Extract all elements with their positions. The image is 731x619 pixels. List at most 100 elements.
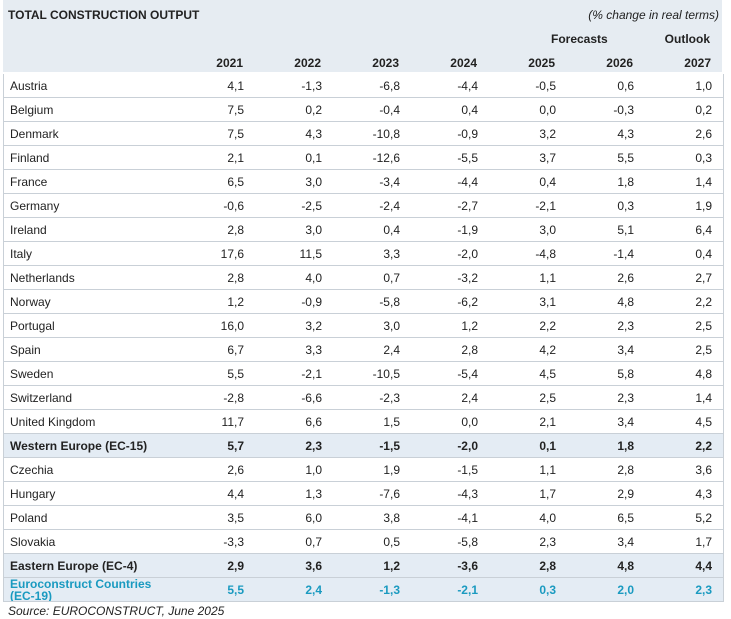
cell: -4,4 xyxy=(457,78,478,93)
outlook-label: Outlook xyxy=(664,32,710,46)
cell: 0,7 xyxy=(383,270,400,285)
table-row: Portugal 16,0 3,2 3,0 1,2 2,2 2,3 2,5 xyxy=(4,314,723,338)
cell: -10,8 xyxy=(372,126,400,141)
cell: -1,4 xyxy=(613,246,634,261)
cell: 4,0 xyxy=(539,510,556,525)
cell: -6,6 xyxy=(301,390,322,405)
table-row: Slovakia -3,3 0,7 0,5 -5,8 2,3 3,4 1,7 xyxy=(4,530,723,554)
cell: 2,9 xyxy=(227,558,244,573)
cell: 3,6 xyxy=(695,462,712,477)
cell: -0,9 xyxy=(457,126,478,141)
cell: 2,5 xyxy=(695,318,712,333)
table-row: Denmark 7,5 4,3 -10,8 -0,9 3,2 4,3 2,6 xyxy=(4,122,723,146)
cell: -4,8 xyxy=(535,246,556,261)
row-label: Western Europe (EC-15) xyxy=(10,438,148,453)
cell: 4,8 xyxy=(617,558,634,573)
row-label: Sweden xyxy=(10,366,54,381)
cell: 2,3 xyxy=(695,582,712,597)
row-label: France xyxy=(10,174,48,189)
cell: 0,3 xyxy=(617,198,634,213)
column-header: 2025 xyxy=(528,56,555,70)
cell: 0,0 xyxy=(461,414,478,429)
cell: 3,2 xyxy=(305,318,322,333)
row-label: Portugal xyxy=(10,318,55,333)
table-row: United Kingdom 11,7 6,6 1,5 0,0 2,1 3,4 4,5 xyxy=(4,410,723,434)
table-row: Ireland 2,8 3,0 0,4 -1,9 3,0 5,1 6,4 xyxy=(4,218,723,242)
source: Source: EUROCONSTRUCT, June 2025 xyxy=(8,604,225,618)
cell: 2,2 xyxy=(539,318,556,333)
row-label: Netherlands xyxy=(10,270,75,285)
cell: -4,4 xyxy=(457,174,478,189)
cell: 3,0 xyxy=(383,318,400,333)
cell: 1,9 xyxy=(695,198,712,213)
column-header: 2021 xyxy=(216,56,243,70)
cell: 1,0 xyxy=(695,78,712,93)
cell: -12,6 xyxy=(372,150,400,165)
cell: -2,8 xyxy=(223,390,244,405)
cell: 4,3 xyxy=(695,486,712,501)
table-row: Netherlands 2,8 4,0 0,7 -3,2 1,1 2,6 2,7 xyxy=(4,266,723,290)
cell: 2,0 xyxy=(617,582,634,597)
cell: 6,0 xyxy=(305,510,322,525)
table-row: Germany -0,6 -2,5 -2,4 -2,7 -2,1 0,3 1,9 xyxy=(4,194,723,218)
cell: 3,7 xyxy=(539,150,556,165)
cell: 4,5 xyxy=(539,366,556,381)
cell: 16,0 xyxy=(220,318,244,333)
table-row: Euroconstruct Countries (EC-19) 5,5 2,4 -1,… xyxy=(4,578,723,602)
table-body: Austria 4,1 -1,3 -6,8 -4,4 -0,5 0,6 1,0 Belgium 7… xyxy=(3,74,724,602)
cell: -7,6 xyxy=(379,486,400,501)
title: TOTAL CONSTRUCTION OUTPUT xyxy=(8,8,200,22)
forecasts-label: Forecasts xyxy=(551,32,608,46)
cell: -0,4 xyxy=(379,102,400,117)
cell: -5,8 xyxy=(379,294,400,309)
cell: -2,1 xyxy=(457,582,478,597)
cell: 3,3 xyxy=(383,246,400,261)
cell: 1,1 xyxy=(539,462,556,477)
cell: 4,3 xyxy=(617,126,634,141)
table-row: Italy 17,6 11,5 3,3 -2,0 -4,8 -1,4 0,4 xyxy=(4,242,723,266)
cell: 3,4 xyxy=(617,342,634,357)
cell: 5,5 xyxy=(227,366,244,381)
cell: 11,7 xyxy=(221,414,244,429)
cell: 3,0 xyxy=(305,222,322,237)
cell: 0,1 xyxy=(305,150,322,165)
row-label: Spain xyxy=(10,342,41,357)
cell: -1,5 xyxy=(379,438,400,453)
row-label: Finland xyxy=(10,150,50,165)
cell: 2,8 xyxy=(539,558,556,573)
cell: -1,9 xyxy=(457,222,478,237)
cell: -6,2 xyxy=(457,294,478,309)
cell: -0,6 xyxy=(223,198,244,213)
cell: 2,6 xyxy=(695,126,712,141)
cell: 0,7 xyxy=(305,534,322,549)
cell: 1,2 xyxy=(227,294,244,309)
cell: 2,6 xyxy=(617,270,634,285)
cell: 4,1 xyxy=(227,78,244,93)
cell: 4,3 xyxy=(305,126,322,141)
cell: 7,5 xyxy=(227,126,244,141)
row-label: Slovakia xyxy=(10,534,56,549)
cell: 2,3 xyxy=(539,534,556,549)
cell: 6,4 xyxy=(695,222,712,237)
row-label: Denmark xyxy=(10,126,59,141)
column-header: 2022 xyxy=(294,56,321,70)
cell: -2,1 xyxy=(301,366,322,381)
cell: -3,2 xyxy=(457,270,478,285)
cell: -1,5 xyxy=(457,462,478,477)
cell: 2,2 xyxy=(695,294,712,309)
row-label: Belgium xyxy=(10,102,54,117)
cell: -4,3 xyxy=(457,486,478,501)
cell: 2,5 xyxy=(695,342,712,357)
cell: 3,0 xyxy=(539,222,556,237)
cell: -1,3 xyxy=(301,78,322,93)
cell: 1,7 xyxy=(695,534,712,549)
cell: 2,3 xyxy=(617,390,634,405)
table-row: Switzerland -2,8 -6,6 -2,3 2,4 2,5 2,3 1,4 xyxy=(4,386,723,410)
column-header: 2023 xyxy=(372,56,399,70)
table-row: Norway 1,2 -0,9 -5,8 -6,2 3,1 4,8 2,2 xyxy=(4,290,723,314)
cell: 5,2 xyxy=(695,510,712,525)
cell: 1,8 xyxy=(617,438,634,453)
cell: -3,3 xyxy=(223,534,244,549)
row-label: Eastern Europe (EC-4) xyxy=(10,558,138,573)
cell: 6,6 xyxy=(305,414,322,429)
